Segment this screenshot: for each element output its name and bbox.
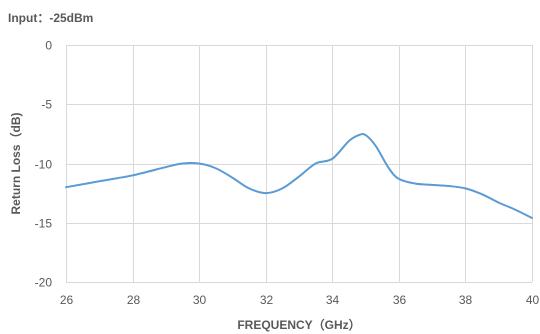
- x-tick-label: 30: [193, 293, 207, 307]
- x-tick-label: 38: [459, 293, 473, 307]
- x-tick-label: 34: [326, 293, 340, 307]
- y-axis-label: Return Loss（dB): [8, 112, 23, 214]
- y-tick-label: -20: [35, 276, 53, 290]
- gridlines: [66, 45, 533, 283]
- y-tick-label: -5: [41, 98, 52, 112]
- y-tick-label: -15: [35, 217, 53, 231]
- y-tick-label: -10: [35, 158, 53, 172]
- x-tick-label: 26: [60, 293, 74, 307]
- x-tick-label: 40: [526, 293, 540, 307]
- y-tick-label: 0: [45, 39, 52, 53]
- x-axis-label: FREQUENCY（GHz）: [237, 317, 360, 332]
- series-line: [66, 134, 532, 218]
- tick-labels: 0 -5 -10 -15 -20 26 28 30 32 34 36 38 40: [35, 39, 540, 308]
- x-tick-label: 32: [260, 293, 274, 307]
- x-tick-label: 36: [393, 293, 407, 307]
- x-tick-label: 28: [127, 293, 141, 307]
